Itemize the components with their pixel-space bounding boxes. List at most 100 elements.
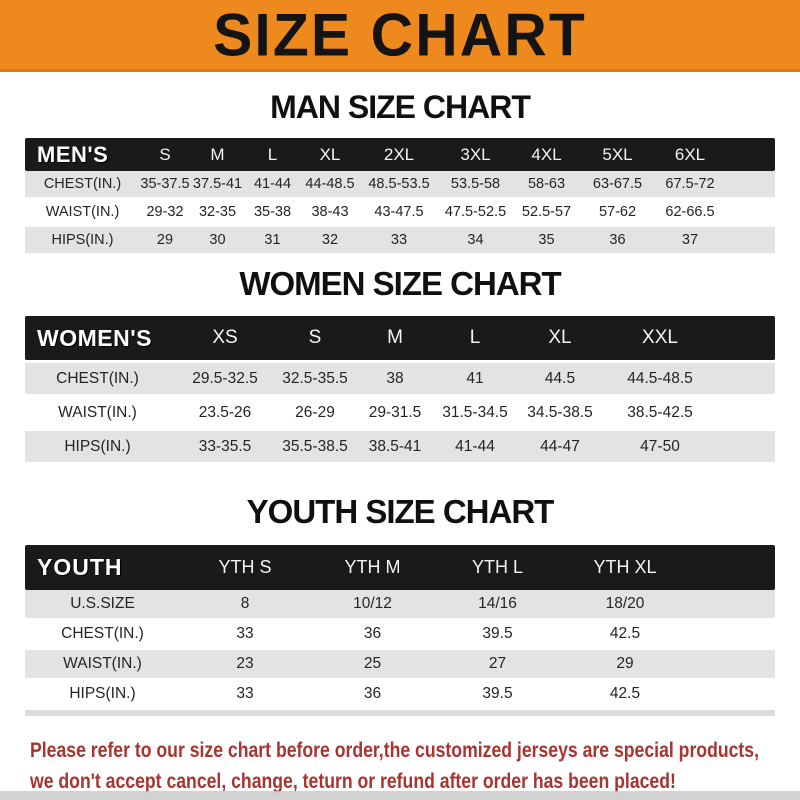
youth-section: YOUTH SIZE CHART YOUTH YTH S YTH M YTH L… bbox=[0, 495, 800, 716]
banner-title: SIZE CHART bbox=[213, 0, 587, 68]
row-label: HIPS(IN.) bbox=[51, 232, 114, 248]
size-value-cell: 34 bbox=[467, 232, 484, 248]
youth-table-header-row: YOUTH YTH S YTH M YTH L YTH XL bbox=[25, 545, 775, 590]
size-value-cell: 35 bbox=[538, 232, 555, 248]
size-value-cell: 36 bbox=[363, 685, 382, 702]
row-label: WAIST(IN.) bbox=[63, 655, 142, 672]
bottom-edge-divider bbox=[0, 791, 800, 800]
size-value-cell: 23 bbox=[236, 655, 254, 672]
size-value-cell: 41-44 bbox=[253, 176, 292, 192]
size-value-cell: 36 bbox=[609, 232, 626, 248]
table-row: HIPS(IN.) 29 30 31 32 33 34 35 36 37 bbox=[25, 227, 775, 253]
size-value-cell: 8 bbox=[240, 595, 250, 612]
men-table-title-cell: MEN'S bbox=[37, 141, 109, 167]
column-header: YTH M bbox=[344, 557, 401, 577]
size-value-cell: 35.5-38.5 bbox=[282, 437, 348, 455]
size-value-cell: 41-44 bbox=[455, 437, 495, 455]
table-row: HIPS(IN.) 33 36 39.5 42.5 bbox=[25, 680, 775, 708]
size-value-cell: 29 bbox=[616, 655, 634, 672]
column-header: XL bbox=[548, 327, 572, 348]
column-header: 6XL bbox=[674, 144, 706, 164]
banner: SIZE CHART bbox=[0, 0, 800, 72]
row-label: U.S.SIZE bbox=[70, 595, 135, 612]
size-value-cell: 32.5-35.5 bbox=[282, 369, 348, 387]
size-value-cell: 67.5-72 bbox=[665, 176, 715, 192]
size-value-cell: 44.5-48.5 bbox=[627, 369, 693, 387]
table-row: CHEST(IN.) 35-37.5 37.5-41 41-44 44-48.5… bbox=[25, 171, 775, 197]
footer-notice-line2: we don't accept cancel, change, teturn o… bbox=[30, 769, 676, 793]
size-value-cell: 37 bbox=[681, 232, 699, 248]
size-value-cell: 38 bbox=[386, 369, 404, 387]
size-value-cell: 29-31.5 bbox=[368, 403, 422, 421]
table-row: CHEST(IN.) 29.5-32.5 32.5-35.5 38 41 44.… bbox=[25, 363, 775, 394]
size-value-cell: 26-29 bbox=[295, 403, 335, 421]
column-header: 2XL bbox=[383, 144, 415, 164]
men-table-header-row: MEN'S S M L XL 2XL 3XL 4XL 5XL 6XL bbox=[25, 138, 775, 171]
row-label: WAIST(IN.) bbox=[58, 403, 137, 421]
size-value-cell: 57-62 bbox=[598, 204, 637, 220]
column-header: L bbox=[267, 144, 278, 164]
table-row: WAIST(IN.) 29-32 32-35 35-38 38-43 43-47… bbox=[25, 199, 775, 225]
column-header: YTH S bbox=[218, 557, 272, 577]
column-header: 3XL bbox=[460, 144, 491, 164]
size-value-cell: 25 bbox=[363, 655, 382, 672]
size-value-cell: 39.5 bbox=[482, 685, 513, 702]
row-label: HIPS(IN.) bbox=[64, 437, 131, 455]
column-header: 5XL bbox=[602, 144, 633, 164]
size-value-cell: 63-67.5 bbox=[592, 176, 643, 192]
size-value-cell: 33 bbox=[236, 625, 254, 642]
column-header: 4XL bbox=[531, 144, 562, 164]
size-value-cell: 44-47 bbox=[540, 437, 580, 455]
column-header: M bbox=[387, 327, 403, 348]
youth-table-title-cell: YOUTH bbox=[37, 554, 123, 580]
column-header: YTH L bbox=[471, 557, 523, 577]
size-value-cell: 47-50 bbox=[640, 437, 680, 455]
size-value-cell: 29-32 bbox=[146, 204, 184, 220]
size-value-cell: 10/12 bbox=[353, 595, 392, 612]
size-value-cell: 14/16 bbox=[478, 595, 517, 612]
men-section: MAN SIZE CHART MEN'S S M L XL 2XL 3XL 4X… bbox=[0, 91, 800, 253]
women-table-header-row: WOMEN'S XS S M L XL XXL bbox=[25, 316, 775, 360]
table-row: HIPS(IN.) 33-35.5 35.5-38.5 38.5-41 41-4… bbox=[25, 431, 775, 462]
column-header: XXL bbox=[642, 327, 678, 348]
table-row: WAIST(IN.) 23 25 27 29 bbox=[25, 650, 775, 678]
table-row: CHEST(IN.) 33 36 39.5 42.5 bbox=[25, 620, 775, 648]
size-value-cell: 39.5 bbox=[482, 625, 513, 642]
size-value-cell: 43-47.5 bbox=[374, 204, 424, 220]
table-row: WAIST(IN.) 23.5-26 26-29 29-31.5 31.5-34… bbox=[25, 397, 775, 428]
size-value-cell: 35-37.5 bbox=[140, 176, 190, 192]
size-value-cell: 27 bbox=[488, 655, 507, 672]
column-header: S bbox=[159, 144, 171, 164]
size-value-cell: 23.5-26 bbox=[198, 403, 252, 421]
size-value-cell: 31 bbox=[264, 232, 281, 248]
column-header: YTH XL bbox=[593, 557, 657, 577]
column-header: M bbox=[210, 144, 225, 164]
table-row: U.S.SIZE 8 10/12 14/16 18/20 bbox=[25, 590, 775, 618]
size-value-cell: 32 bbox=[321, 232, 339, 248]
size-value-cell: 34.5-38.5 bbox=[527, 403, 593, 421]
row-label: WAIST(IN.) bbox=[45, 204, 120, 220]
size-value-cell: 31.5-34.5 bbox=[442, 403, 508, 421]
size-value-cell: 32-35 bbox=[198, 204, 237, 220]
size-value-cell: 44-48.5 bbox=[305, 176, 355, 192]
row-label: CHEST(IN.) bbox=[43, 176, 122, 192]
footer-notice-line1: Please refer to our size chart before or… bbox=[30, 738, 759, 762]
size-value-cell: 42.5 bbox=[609, 685, 641, 702]
women-section: WOMEN SIZE CHART WOMEN'S XS S M L XL XXL… bbox=[0, 267, 800, 462]
row-label: CHEST(IN.) bbox=[56, 369, 139, 387]
size-value-cell: 33-35.5 bbox=[198, 437, 252, 455]
size-value-cell: 48.5-53.5 bbox=[368, 176, 430, 192]
size-value-cell: 42.5 bbox=[609, 625, 641, 642]
size-value-cell: 38.5-42.5 bbox=[627, 403, 693, 421]
size-value-cell: 18/20 bbox=[605, 595, 645, 612]
size-value-cell: 30 bbox=[209, 232, 226, 248]
size-value-cell: 44.5 bbox=[544, 369, 576, 387]
size-value-cell: 62-66.5 bbox=[665, 204, 715, 220]
youth-section-heading: YOUTH SIZE CHART bbox=[246, 493, 555, 530]
row-label: CHEST(IN.) bbox=[61, 625, 144, 642]
size-value-cell: 33 bbox=[236, 685, 254, 702]
row-label: HIPS(IN.) bbox=[69, 685, 136, 702]
column-header: XS bbox=[212, 327, 238, 348]
women-section-heading: WOMEN SIZE CHART bbox=[239, 265, 561, 302]
size-value-cell: 38-43 bbox=[311, 204, 349, 220]
